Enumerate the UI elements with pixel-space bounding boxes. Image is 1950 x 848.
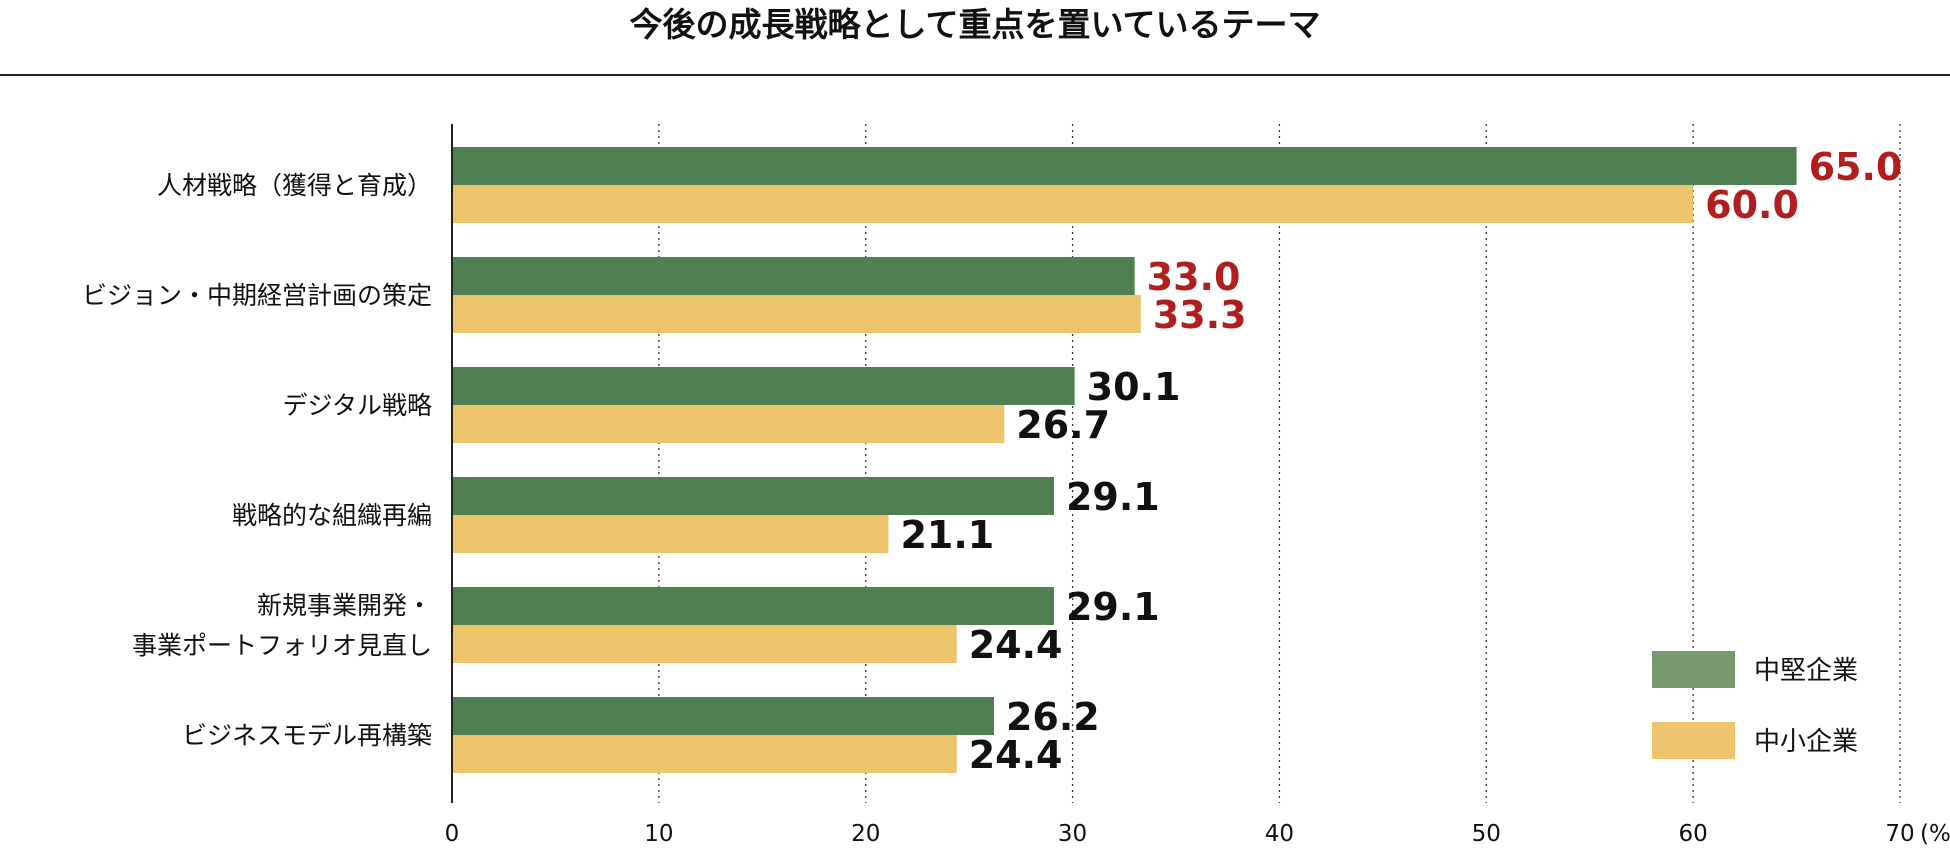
category-label: ビジネスモデル再構築: [182, 721, 432, 750]
value-label: 30.1: [1087, 365, 1181, 409]
bar-small-5: [452, 735, 957, 773]
value-label: 65.0: [1809, 145, 1903, 189]
bar-mid-size-2: [452, 367, 1075, 405]
value-label: 33.3: [1153, 293, 1247, 337]
chart-title: 今後の成長戦略として重点を置いているテーマ: [629, 5, 1321, 44]
x-tick-label: 60: [1679, 821, 1708, 847]
x-tick-label: 0: [445, 821, 460, 847]
legend-swatch: [1652, 722, 1735, 759]
x-tick-label: 20: [851, 821, 880, 847]
value-label: 26.2: [1006, 695, 1100, 739]
bar-small-3: [452, 515, 889, 553]
value-label: 26.7: [1016, 403, 1110, 447]
legend-label: 中小企業: [1754, 727, 1858, 757]
x-tick-label: 50: [1472, 821, 1501, 847]
legend-label: 中堅企業: [1754, 656, 1858, 686]
value-label: 24.4: [969, 623, 1063, 667]
bar-small-4: [452, 625, 957, 663]
value-label: 21.1: [900, 513, 994, 557]
category-label: 人材戦略（獲得と育成）: [157, 171, 432, 200]
category-label: 新規事業開発・: [257, 591, 432, 620]
value-label: 24.4: [969, 733, 1063, 777]
bar-mid-size-3: [452, 477, 1054, 515]
bar-small-2: [452, 405, 1005, 443]
category-label: デジタル戦略: [282, 391, 432, 420]
title-divider: [0, 74, 1950, 76]
category-label: 戦略的な組織再編: [232, 501, 432, 530]
value-label: 33.0: [1147, 255, 1241, 299]
x-axis-unit: (%): [1920, 821, 1950, 847]
bar-small-1: [452, 295, 1141, 333]
bar-mid-size-0: [452, 147, 1797, 185]
value-label: 60.0: [1705, 183, 1799, 227]
category-label: ビジョン・中期経営計画の策定: [82, 281, 432, 310]
bar-mid-size-5: [452, 697, 994, 735]
bar-mid-size-1: [452, 257, 1135, 295]
category-label: 事業ポートフォリオ見直し: [132, 631, 432, 660]
value-label: 29.1: [1066, 475, 1160, 519]
bar-small-0: [452, 185, 1694, 223]
x-tick-label: 70: [1885, 821, 1914, 847]
value-label: 29.1: [1066, 585, 1160, 629]
bar-mid-size-4: [452, 587, 1054, 625]
x-tick-label: 10: [644, 821, 673, 847]
legend-swatch: [1652, 651, 1735, 688]
x-tick-label: 40: [1265, 821, 1294, 847]
x-tick-label: 30: [1058, 821, 1087, 847]
